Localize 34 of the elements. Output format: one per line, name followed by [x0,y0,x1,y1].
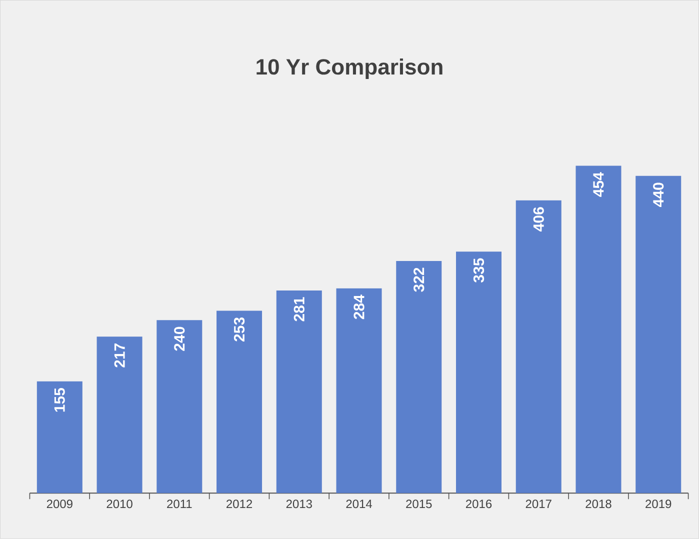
x-tick-label: 2010 [106,500,132,508]
x-tick-label: 2018 [586,500,612,508]
data-label: 217 [114,344,125,368]
data-label: 155 [54,388,65,412]
x-tick-label: 2017 [526,500,552,508]
bar [36,381,82,494]
bar [576,166,622,494]
data-label: 454 [593,172,604,197]
x-tick-label: 2011 [167,500,192,508]
data-label: 440 [653,182,664,207]
data-label: 281 [294,297,304,322]
bar [456,252,502,494]
bar [276,290,322,494]
bar [336,288,382,494]
x-tick-label: 2012 [226,500,252,508]
bar [216,310,262,494]
bar [396,261,442,494]
x-tick-label: 2014 [346,500,372,508]
bar [156,320,202,494]
x-tick-label: 2013 [286,500,312,508]
data-label: 335 [473,258,484,283]
bar [96,336,142,494]
data-label: 322 [414,268,424,292]
x-tick-label: 2019 [646,500,672,508]
x-tick-label: 2015 [406,500,432,508]
x-tick-label: 2009 [46,500,72,508]
x-tick-label: 2016 [466,500,492,508]
data-label: 284 [354,294,364,320]
data-label: 240 [174,326,185,351]
data-label: 253 [234,318,245,342]
data-label: 406 [533,207,544,232]
chart-title: 10 Yr Comparison [256,58,442,80]
bar [636,176,682,494]
bar [516,200,562,494]
